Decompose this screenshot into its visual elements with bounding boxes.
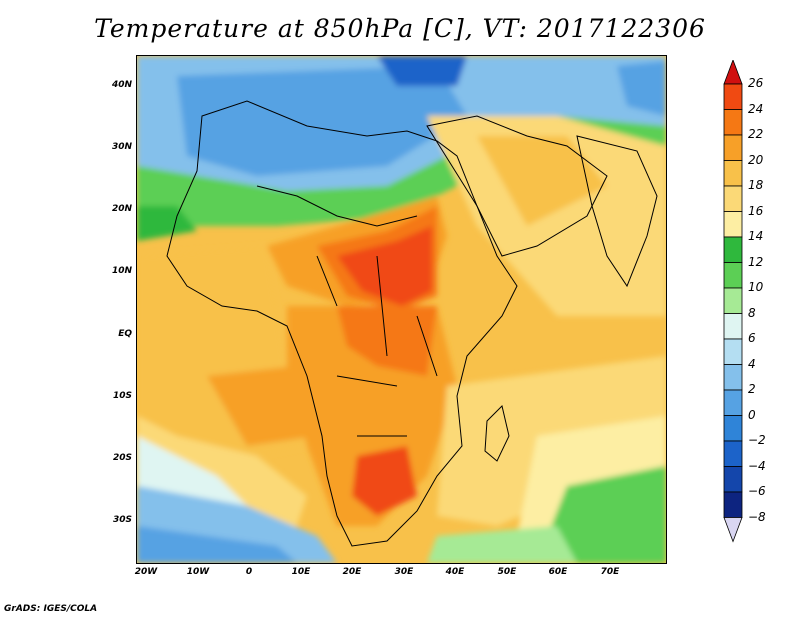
colorbar-swatch <box>723 313 743 340</box>
colorbar-swatch <box>723 415 743 442</box>
lat-label-30s: 30S <box>112 515 132 525</box>
colorbar-level-label: 16 <box>748 203 764 218</box>
colorbar-swatch <box>723 236 743 263</box>
colorbar-level-label: −2 <box>748 433 766 447</box>
lon-label-10w: 10W <box>186 567 210 577</box>
colorbar-level-label: 26 <box>748 76 764 90</box>
lat-label-20n: 20N <box>111 204 132 214</box>
lon-label-50e: 50E <box>497 567 517 577</box>
colorbar-swatch <box>723 466 743 493</box>
lon-label-60e: 60E <box>548 567 568 577</box>
colorbar-swatch <box>723 83 743 110</box>
colorbar-top-arrow <box>723 60 743 85</box>
colorbar-swatch <box>723 364 743 391</box>
colorbar <box>723 60 743 543</box>
lon-label-20e: 20E <box>342 567 362 577</box>
colorbar-level-label: −4 <box>748 458 766 473</box>
colorbar-bottom-arrow <box>723 517 743 543</box>
colorbar-level-label: 18 <box>748 178 764 192</box>
lat-label-10s: 10S <box>112 391 132 401</box>
colorbar-level-label: 0 <box>748 407 756 422</box>
colorbar-swatch <box>723 211 743 238</box>
colorbar-swatch <box>723 287 743 314</box>
lon-label-40e: 40E <box>445 567 465 577</box>
colorbar-level-label: 20 <box>748 152 764 167</box>
colorbar-level-label: 4 <box>748 356 756 371</box>
coastline-outline <box>166 100 658 547</box>
colorbar-swatch <box>723 262 743 289</box>
colorbar-level-label: −8 <box>748 509 766 524</box>
colorbar-swatch <box>723 491 743 518</box>
lat-label-10n: 10N <box>111 266 132 276</box>
temperature-field <box>137 56 666 563</box>
colorbar-swatch <box>723 160 743 187</box>
temperature-map <box>136 55 667 564</box>
colorbar-swatch <box>723 185 743 212</box>
colorbar-level-label: 2 <box>748 382 756 396</box>
lon-label-10e: 10E <box>291 567 311 577</box>
lat-label-40n: 40N <box>111 80 132 90</box>
colorbar-swatch <box>723 109 743 136</box>
lat-label-eq: EQ <box>118 329 132 339</box>
colorbar-swatch <box>723 134 743 161</box>
colorbar-level-label: 22 <box>748 127 764 141</box>
colorbar-swatch <box>723 440 743 467</box>
colorbar-level-label: 12 <box>748 254 764 269</box>
colorbar-swatch <box>723 389 743 416</box>
colorbar-level-label: 24 <box>748 101 764 116</box>
map-title: Temperature at 850hPa [C], VT: 201712230… <box>94 14 706 43</box>
colorbar-level-label: 6 <box>748 331 756 345</box>
colorbar-level-label: 14 <box>748 229 764 243</box>
lon-label-20w: 20W <box>134 567 158 577</box>
colorbar-swatch <box>723 338 743 365</box>
lat-label-30n: 30N <box>111 142 132 152</box>
colorbar-level-label: 8 <box>748 305 756 320</box>
lat-label-20s: 20S <box>112 453 132 463</box>
lon-label-30e: 30E <box>394 567 414 577</box>
lon-label-70e: 70E <box>600 567 620 577</box>
colorbar-level-label: 10 <box>748 280 764 294</box>
lon-label-0: 0 <box>245 567 253 577</box>
colorbar-level-label: −6 <box>748 484 766 498</box>
credit-text: GrADS: IGES/COLA <box>4 604 98 614</box>
